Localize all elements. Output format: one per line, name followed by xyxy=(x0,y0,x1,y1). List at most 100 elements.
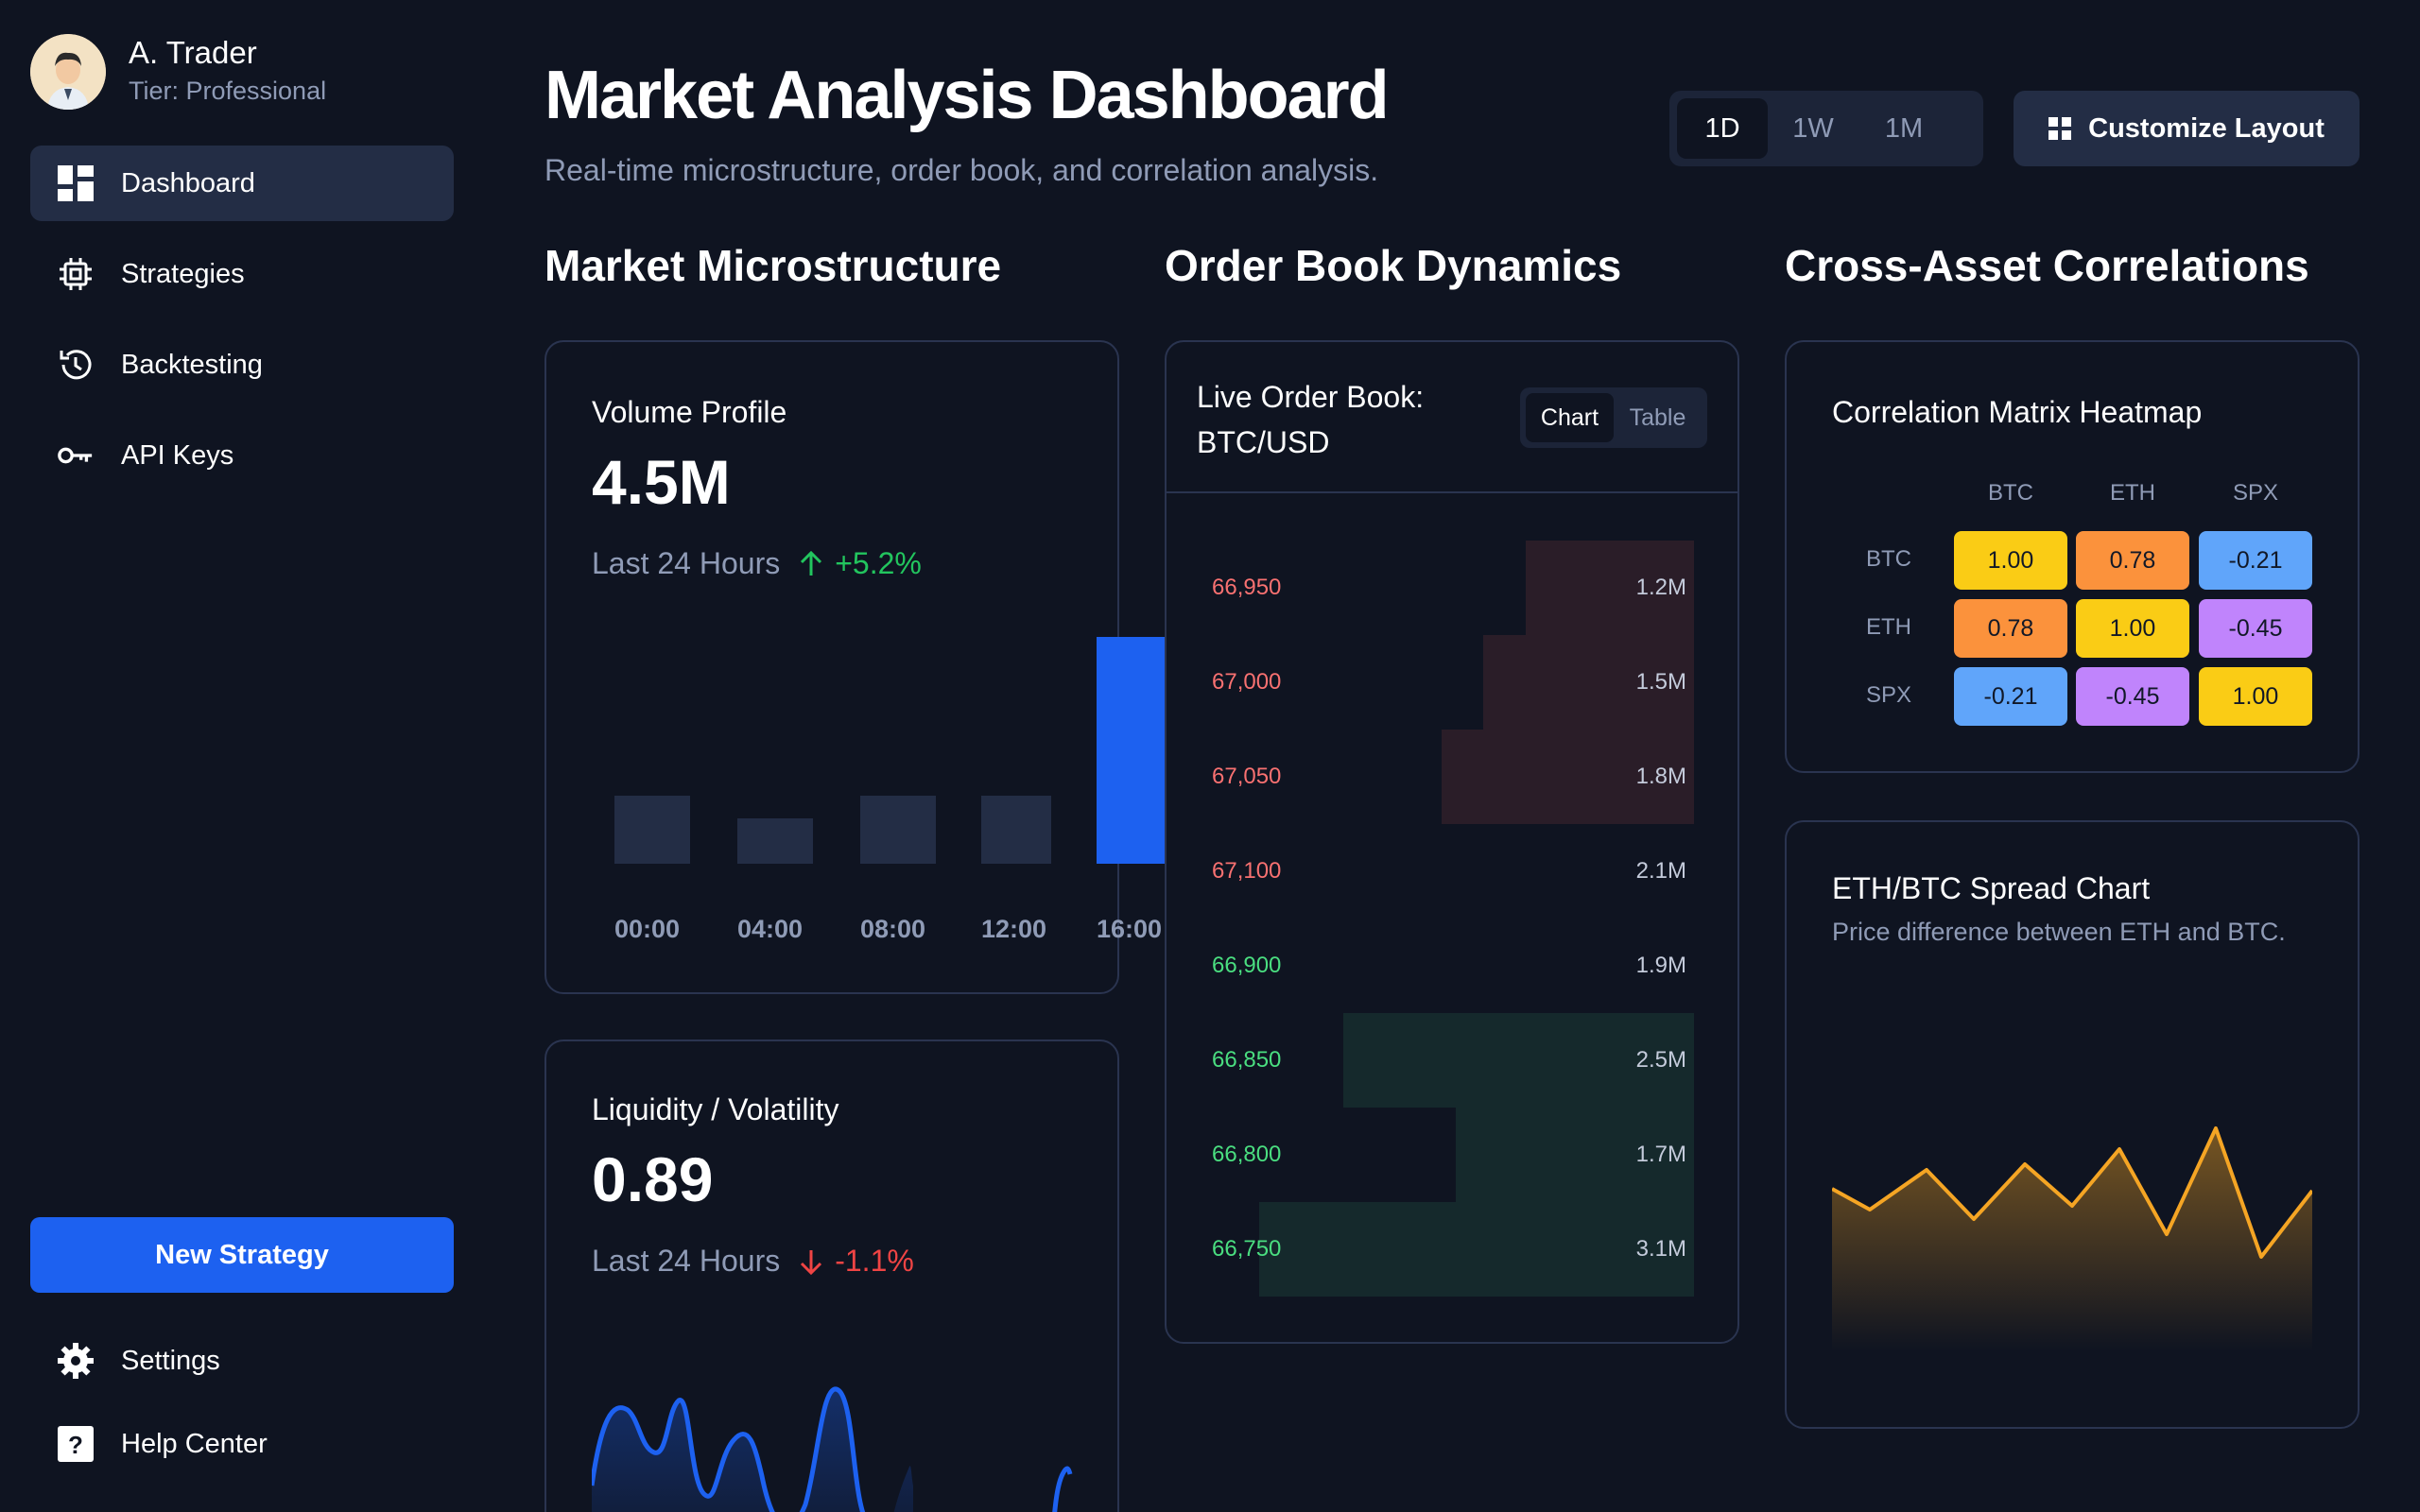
heatmap-row-label: SPX xyxy=(1866,682,1912,708)
volume-bar-1600[interactable] xyxy=(1097,637,1168,864)
ask-size: 1.5M xyxy=(1635,669,1686,695)
order-book-view-toggle: Chart Table xyxy=(1520,387,1707,448)
timeframe-selector: 1D 1W 1M xyxy=(1669,91,1983,166)
heatmap-col-label: ETH xyxy=(2110,480,2155,506)
heatmap-cell[interactable]: 1.00 xyxy=(2076,599,2189,658)
timeframe-1w-button[interactable]: 1W xyxy=(1792,112,1834,144)
bid-price[interactable]: 66,850 xyxy=(1212,1047,1282,1073)
new-strategy-button[interactable]: New Strategy xyxy=(30,1217,454,1293)
bid-price[interactable]: 66,900 xyxy=(1212,953,1282,978)
timeframe-1d-button[interactable]: 1D xyxy=(1677,98,1768,159)
dashboard-icon xyxy=(57,164,95,202)
sidebar-item-settings[interactable]: Settings xyxy=(30,1323,454,1399)
volume-bar-1200[interactable] xyxy=(981,796,1051,864)
section-title-correlations: Cross-Asset Correlations xyxy=(1785,241,2309,290)
key-icon xyxy=(57,437,95,474)
bid-depth-bar xyxy=(1259,1202,1694,1297)
spread-title: ETH/BTC Spread Chart xyxy=(1832,871,2151,905)
heatmap-cell[interactable]: 1.00 xyxy=(2199,667,2312,726)
liquidity-period: Last 24 Hours xyxy=(592,1244,781,1278)
gear-icon xyxy=(57,1342,95,1380)
order-book-table-tab[interactable]: Table xyxy=(1629,404,1686,431)
volume-profile-change: +5.2% xyxy=(799,546,922,581)
ask-price[interactable]: 66,950 xyxy=(1212,575,1282,600)
volume-profile-period-row: Last 24 Hours +5.2% xyxy=(592,546,922,581)
bid-depth-bar xyxy=(1456,1108,1694,1202)
sidebar-item-api-keys[interactable]: API Keys xyxy=(30,418,454,493)
heatmap-cell[interactable]: -0.45 xyxy=(2076,667,2189,726)
spread-chart-card: ETH/BTC Spread Chart Price difference be… xyxy=(1785,820,2360,1429)
spread-line-chart xyxy=(1832,1126,2312,1351)
sidebar: A. Trader Tier: Professional Dashboard S… xyxy=(0,0,484,1512)
sidebar-item-label: Backtesting xyxy=(121,349,263,380)
volume-profile-card: Volume Profile 4.5M Last 24 Hours +5.2% … xyxy=(544,340,1168,994)
sidebar-item-strategies[interactable]: Strategies xyxy=(30,236,454,312)
customize-layout-button[interactable]: Customize Layout xyxy=(2014,91,2360,166)
sidebar-item-backtesting[interactable]: Backtesting xyxy=(30,327,454,403)
correlation-heatmap-card: Correlation Matrix Heatmap BTC ETH SPX B… xyxy=(1785,340,2360,773)
ask-price[interactable]: 67,000 xyxy=(1212,669,1282,695)
user-name: A. Trader xyxy=(129,35,257,70)
liquidity-change-value: -1.1% xyxy=(835,1244,914,1278)
volume-tick-label: 08:00 xyxy=(860,915,926,943)
volume-tick-label: 04:00 xyxy=(737,915,804,943)
sidebar-item-label: Dashboard xyxy=(121,167,255,198)
svg-text:?: ? xyxy=(68,1431,83,1459)
page-title: Market Analysis Dashboard xyxy=(544,58,1390,133)
user-tier: Tier: Professional xyxy=(129,77,327,105)
heatmap-cell[interactable]: 0.78 xyxy=(2076,531,2189,590)
order-book-chart-tab[interactable]: Chart xyxy=(1526,393,1614,442)
heatmap-row-label: ETH xyxy=(1866,614,1911,640)
ask-size: 1.2M xyxy=(1635,575,1686,600)
volume-tick-label: 12:00 xyxy=(981,915,1047,943)
section-title-microstructure: Market Microstructure xyxy=(544,241,1002,290)
sidebar-item-label: Settings xyxy=(121,1345,220,1376)
heatmap-cell[interactable]: -0.21 xyxy=(1954,667,2067,726)
arrow-up-icon xyxy=(801,550,822,576)
bid-price[interactable]: 66,800 xyxy=(1212,1142,1282,1167)
bid-size: 3.1M xyxy=(1635,1236,1686,1262)
ask-depth-bar xyxy=(1442,730,1694,824)
volume-profile-period: Last 24 Hours xyxy=(592,546,781,580)
avatar[interactable] xyxy=(30,34,106,110)
spread-description: Price difference between ETH and BTC. xyxy=(1832,918,2286,946)
user-profile[interactable]: A. Trader Tier: Professional xyxy=(30,34,326,110)
sidebar-item-label: Help Center xyxy=(121,1428,268,1459)
sidebar-bottom-nav: Settings ? Help Center xyxy=(30,1323,454,1489)
bid-size: 2.5M xyxy=(1635,1047,1686,1073)
volume-tick-label: 00:00 xyxy=(614,915,681,943)
ask-depth-bar xyxy=(1483,635,1694,730)
heatmap-cell[interactable]: 0.78 xyxy=(1954,599,2067,658)
liquidity-change: -1.1% xyxy=(799,1244,914,1279)
ask-price[interactable]: 67,050 xyxy=(1212,764,1282,789)
heatmap-col-label: SPX xyxy=(2232,480,2279,506)
timeframe-1m-button[interactable]: 1M xyxy=(1884,112,1924,144)
heatmap-cell[interactable]: 1.00 xyxy=(1954,531,2067,590)
ask-size: 1.8M xyxy=(1635,764,1686,789)
volume-profile-change-value: +5.2% xyxy=(835,546,922,580)
bid-price[interactable]: 66,750 xyxy=(1212,1236,1282,1262)
order-book-card: Live Order Book: BTC/USD Chart Table 66,… xyxy=(1165,340,1739,1344)
heatmap-row-label: BTC xyxy=(1866,546,1911,572)
sidebar-item-help-center[interactable]: ? Help Center xyxy=(30,1406,454,1482)
volume-bar-0400[interactable] xyxy=(737,818,813,864)
heatmap-cell[interactable]: -0.45 xyxy=(2199,599,2312,658)
correlation-title: Correlation Matrix Heatmap xyxy=(1832,395,2203,429)
sidebar-item-label: API Keys xyxy=(121,439,234,471)
volume-bar-0800[interactable] xyxy=(860,796,936,864)
volume-profile-title: Volume Profile xyxy=(592,395,787,429)
ask-price[interactable]: 67,100 xyxy=(1212,858,1282,884)
arrow-down-icon xyxy=(801,1249,822,1275)
help-icon: ? xyxy=(57,1425,95,1463)
chip-icon xyxy=(57,255,95,293)
heatmap-cell[interactable]: -0.21 xyxy=(2199,531,2312,590)
sidebar-item-dashboard[interactable]: Dashboard xyxy=(30,146,454,221)
order-book-title: Live Order Book: BTC/USD xyxy=(1197,380,1425,459)
volume-profile-value: 4.5M xyxy=(592,447,731,517)
customize-layout-label: Customize Layout xyxy=(2088,112,2325,144)
volume-bar-0000[interactable] xyxy=(614,796,690,864)
bid-size: 1.7M xyxy=(1635,1142,1686,1167)
volume-tick-label: 16:00 xyxy=(1097,915,1163,943)
liquidity-card: Liquidity / Volatility 0.89 Last 24 Hour… xyxy=(544,1040,1119,1512)
page-subtitle: Real-time microstructure, order book, an… xyxy=(544,153,1379,187)
